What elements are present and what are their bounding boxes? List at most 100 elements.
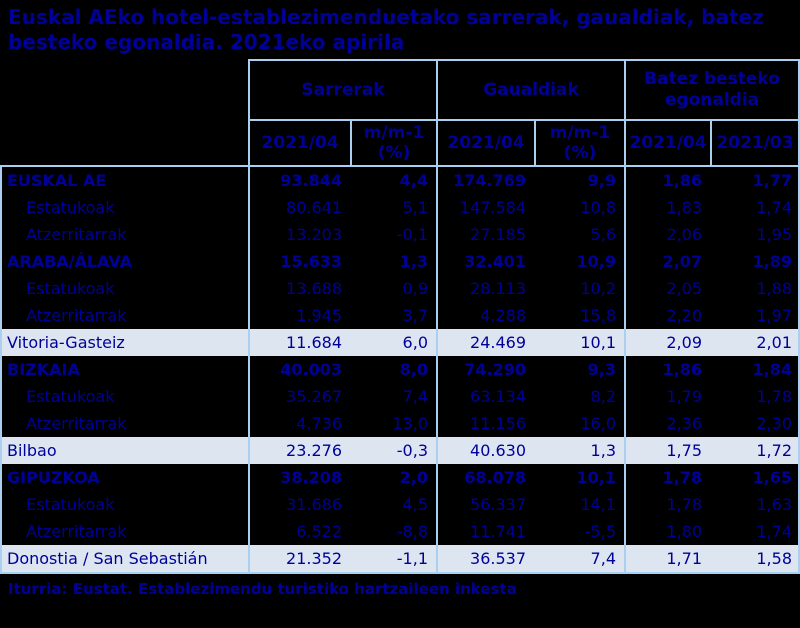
row-label: Atzerritarrak: [26, 306, 127, 325]
table-row: BIZKAIA 40.003 8,0 74.290 9,3 1,86 1,84: [2, 356, 798, 383]
table-header-groups: Sarrerak Gaualdiak Batez besteko egonald…: [0, 59, 800, 121]
value-cell: 68.078: [436, 464, 534, 491]
value-cell: 2,0: [399, 468, 428, 487]
value-cell: 1,58: [756, 549, 792, 568]
row-label: Atzerritarrak: [26, 522, 127, 541]
value-cell: 174.769: [436, 167, 534, 194]
value-cell: 7,4: [402, 387, 428, 406]
value-cell: 23.276: [248, 437, 350, 464]
value-cell: 11.156: [436, 410, 534, 437]
value-cell: 16,0: [580, 414, 616, 433]
value-cell: 2,36: [624, 410, 710, 437]
table-row: GIPUZKOA 38.208 2,0 68.078 10,1 1,78 1,6…: [2, 464, 798, 491]
table-row: EUSKAL AE 93.844 4,4 174.769 9,9 1,86 1,…: [2, 167, 798, 194]
value-cell: 1,78: [624, 464, 710, 491]
value-cell: 15,8: [580, 306, 616, 325]
table-row: Vitoria-Gasteiz 11.684 6,0 24.469 10,1 2…: [2, 329, 798, 356]
value-cell: 11.741: [436, 518, 534, 545]
value-cell: 1,77: [752, 171, 792, 190]
value-cell: 15.633: [248, 248, 350, 275]
table-row: Estatukoak 80.641 5,1 147.584 10,8 1,83 …: [2, 194, 798, 221]
value-cell: 2,20: [624, 302, 710, 329]
value-cell: 14,1: [580, 495, 616, 514]
value-cell: 1,3: [590, 441, 616, 460]
table-body: EUSKAL AE 93.844 4,4 174.769 9,9 1,86 1,…: [0, 167, 800, 574]
row-label: ARABA/ÁLAVA: [7, 252, 133, 271]
value-cell: 21.352: [248, 545, 350, 572]
row-label: GIPUZKOA: [7, 468, 100, 487]
value-cell: 6,0: [402, 333, 428, 352]
header-label-spacer: [0, 59, 248, 121]
value-cell: 1,88: [756, 279, 792, 298]
value-cell: 8,2: [590, 387, 616, 406]
page-title: Euskal AEko hotel-establezimenduetako sa…: [8, 5, 764, 55]
value-cell: 1,80: [624, 518, 710, 545]
page-title-line-1: Euskal AEko hotel-establezimenduetako sa…: [8, 5, 764, 29]
value-cell: 10,1: [576, 468, 616, 487]
value-cell: 1,89: [752, 252, 792, 271]
value-cell: 93.844: [248, 167, 350, 194]
value-cell: 9,3: [587, 360, 616, 379]
value-cell: 13.203: [248, 221, 350, 248]
value-cell: 80.641: [248, 194, 350, 221]
value-cell: 1,71: [624, 545, 710, 572]
value-cell: -0,3: [396, 441, 428, 460]
table-row: Donostia / San Sebastián 21.352 -1,1 36.…: [2, 545, 798, 572]
value-cell: 1,75: [624, 437, 710, 464]
table-row: Estatukoak 31.686 4,5 56.337 14,1 1,78 1…: [2, 491, 798, 518]
value-cell: 56.337: [436, 491, 534, 518]
value-cell: 1,95: [756, 225, 792, 244]
row-label: Estatukoak: [26, 279, 115, 298]
value-cell: 31.686: [248, 491, 350, 518]
row-label: Vitoria-Gasteiz: [7, 333, 125, 352]
page-title-line-2: besteko egonaldia. 2021eko apirila: [8, 30, 405, 54]
value-cell: -1,1: [396, 549, 428, 568]
value-cell: 5,1: [402, 198, 428, 217]
subcolumn-gaualdiak-2021-04: 2021/04: [436, 121, 534, 167]
subcolumn-sarrerak-2021-04: 2021/04: [248, 121, 350, 167]
value-cell: 1,78: [624, 491, 710, 518]
value-cell: 1,78: [756, 387, 792, 406]
row-label: BIZKAIA: [7, 360, 80, 379]
value-cell: 74.290: [436, 356, 534, 383]
table-row: Atzerritarrak 13.203 -0,1 27.185 5,6 2,0…: [2, 221, 798, 248]
row-label: Estatukoak: [26, 495, 115, 514]
value-cell: 5,6: [590, 225, 616, 244]
value-cell: 24.469: [436, 329, 534, 356]
value-cell: 27.185: [436, 221, 534, 248]
value-cell: 1,63: [756, 495, 792, 514]
value-cell: 4,5: [402, 495, 428, 514]
row-label: Atzerritarrak: [26, 414, 127, 433]
value-cell: 1,74: [756, 198, 792, 217]
value-cell: 10,2: [580, 279, 616, 298]
value-cell: 1,86: [624, 356, 710, 383]
column-group-batez-besteko-egonaldia: Batez besteko egonaldia: [624, 59, 800, 121]
column-group-gaualdiak: Gaualdiak: [436, 59, 624, 121]
table-header-subcolumns: 2021/04 m/m-1 (%) 2021/04 m/m-1 (%) 2021…: [0, 121, 800, 167]
value-cell: 1,72: [756, 441, 792, 460]
value-cell: 0,9: [402, 279, 428, 298]
value-cell: -0,1: [396, 225, 428, 244]
value-cell: 7,4: [590, 549, 616, 568]
value-cell: 1,83: [624, 194, 710, 221]
value-cell: 1,84: [752, 360, 792, 379]
value-cell: 13.688: [248, 275, 350, 302]
value-cell: 40.003: [248, 356, 350, 383]
value-cell: 1,65: [752, 468, 792, 487]
value-cell: 1,97: [756, 306, 792, 325]
value-cell: 1.945: [248, 302, 350, 329]
row-label: EUSKAL AE: [7, 171, 107, 190]
value-cell: 38.208: [248, 464, 350, 491]
value-cell: -8,8: [396, 522, 428, 541]
value-cell: 2,07: [624, 248, 710, 275]
value-cell: 2,01: [756, 333, 792, 352]
value-cell: 8,0: [399, 360, 428, 379]
value-cell: 35.267: [248, 383, 350, 410]
value-cell: 2,30: [756, 414, 792, 433]
value-cell: -5,5: [584, 522, 616, 541]
value-cell: 6.522: [248, 518, 350, 545]
value-cell: 2,09: [624, 329, 710, 356]
column-group-sarrerak: Sarrerak: [248, 59, 436, 121]
value-cell: 13,0: [392, 414, 428, 433]
subcolumn-sarrerak-mm1: m/m-1 (%): [350, 121, 436, 167]
